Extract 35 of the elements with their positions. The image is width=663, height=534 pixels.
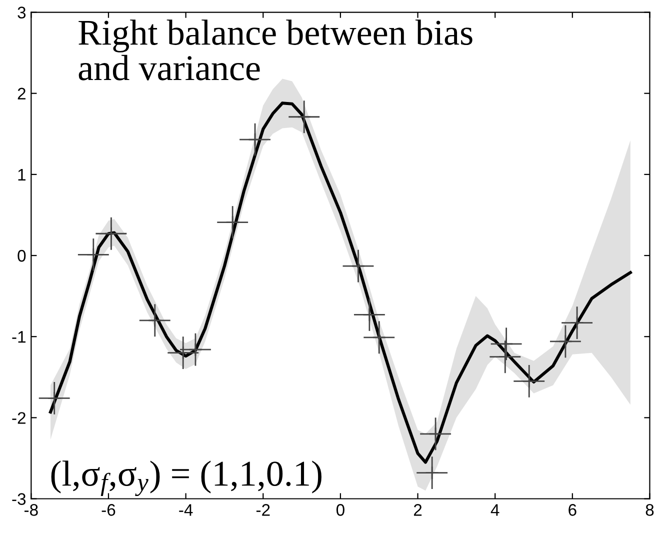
point bbox=[176, 346, 190, 360]
y-tick-label: -2 bbox=[12, 412, 26, 424]
point bbox=[47, 391, 62, 406]
y-tick-label: 2 bbox=[18, 88, 26, 100]
x-tick-label: 4 bbox=[490, 504, 500, 516]
point bbox=[148, 313, 162, 328]
point bbox=[86, 248, 100, 262]
point bbox=[362, 308, 376, 322]
annotation: (l,σ$_{f}$,σ$_{y}$) = (1,1,0.1) bbox=[51, 460, 322, 496]
point bbox=[570, 316, 584, 330]
x-tick-label: -6 bbox=[102, 504, 116, 516]
y-tick-label: 3 bbox=[18, 6, 26, 18]
x-tick-label: -2 bbox=[256, 504, 270, 516]
x-tick-label: 6 bbox=[568, 504, 576, 516]
x-tick-label: 2 bbox=[414, 504, 422, 516]
x-tick-label: 8 bbox=[646, 504, 654, 516]
x-tick-label: 0 bbox=[336, 504, 344, 516]
x-tick-label: -4 bbox=[179, 504, 193, 516]
point bbox=[558, 334, 572, 348]
point bbox=[428, 426, 442, 441]
point bbox=[372, 330, 386, 344]
point bbox=[297, 110, 312, 124]
point bbox=[425, 466, 439, 480]
point bbox=[522, 374, 536, 388]
x-tick-label: -8 bbox=[24, 504, 38, 516]
y-tick-label: 1 bbox=[18, 169, 26, 180]
annotation: Right balance between bias and variance bbox=[78, 20, 472, 80]
y-tick-label: -3 bbox=[12, 493, 26, 505]
point bbox=[188, 342, 202, 356]
point bbox=[248, 132, 262, 146]
y-tick-label: 0 bbox=[18, 250, 26, 262]
point bbox=[351, 259, 366, 273]
point bbox=[226, 215, 240, 230]
y-tick-label: -1 bbox=[12, 331, 26, 343]
point bbox=[104, 226, 118, 241]
